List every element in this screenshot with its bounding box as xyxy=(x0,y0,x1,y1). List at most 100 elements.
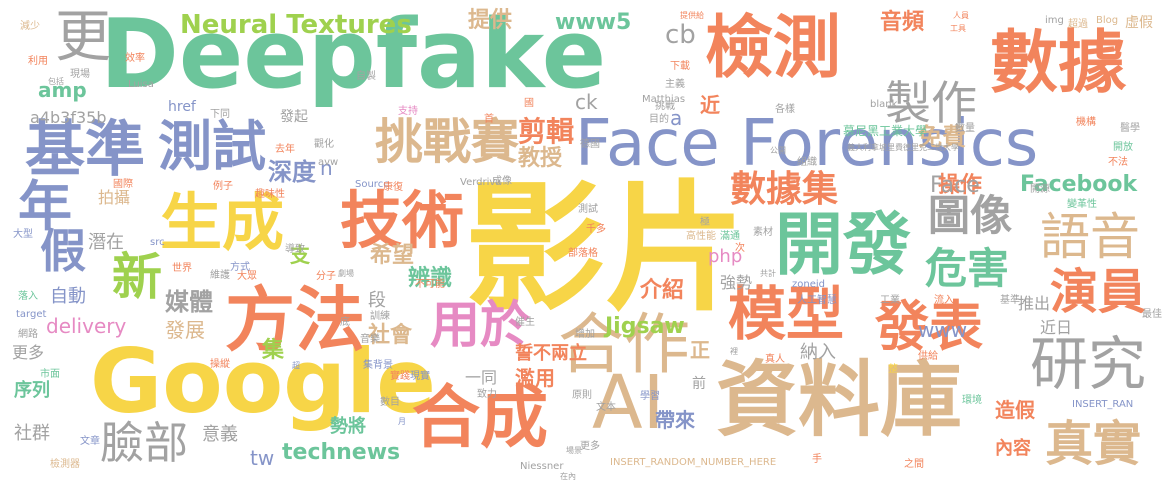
word-cloud-term: 潛在 xyxy=(88,232,124,253)
word-cloud-term: 近日 xyxy=(1040,318,1073,337)
word-cloud-term: 利用 xyxy=(28,56,48,67)
word-cloud-term: 誓不兩立 xyxy=(515,343,587,364)
word-cloud-term: img xyxy=(1045,15,1064,26)
word-cloud-term: 強勢 xyxy=(720,273,753,292)
word-cloud-term: Source xyxy=(355,179,390,190)
word-cloud-term: 社群 xyxy=(14,423,50,444)
word-challenge: 挑戰賽 xyxy=(375,114,520,170)
word-dataset: 數據集 xyxy=(730,169,839,210)
word-cloud-term: 原則 xyxy=(572,390,592,401)
word-cloud-term: 場景 xyxy=(566,446,582,455)
word-cloud-term: 公開 xyxy=(770,146,786,155)
word-cloud-term: 文本 xyxy=(596,402,616,413)
word-cloud-term: 操縱 xyxy=(210,359,230,370)
word-cloud-term: 提供給 xyxy=(680,11,704,20)
word-cloud-term: 首 xyxy=(484,114,494,125)
word-cloud-term: 人工智慧 xyxy=(797,295,837,306)
word-cloud-term: 康復 xyxy=(383,182,403,193)
word-cloud-term: 月 xyxy=(398,417,406,426)
word-synthesis: 合成 xyxy=(412,379,549,458)
word-fake: 假 xyxy=(40,224,86,278)
word-cloud-term: 虛假 xyxy=(1125,15,1153,31)
word-cloud-term: 發起 xyxy=(280,109,308,125)
word-cloud-term: 基準 xyxy=(1000,295,1020,306)
word-cloud-term: 網路 xyxy=(18,329,38,340)
word-cloud-term: 造假 xyxy=(995,398,1035,422)
word-cloud-term: 觀化 xyxy=(314,139,334,150)
word-cloud-term: 內容 xyxy=(995,438,1031,459)
word-introduce: 介紹 xyxy=(640,278,685,303)
word-technews: technews xyxy=(282,440,401,465)
word-cloud-term: 世界 xyxy=(172,263,192,274)
word-cloud-term: 素材 xyxy=(753,227,773,238)
word-cloud-term: 組織 xyxy=(797,157,817,168)
word-cloud-term: 醫學 xyxy=(1120,123,1140,134)
word-cloud-term: 千多 xyxy=(586,224,606,235)
word-google: Google xyxy=(90,330,436,433)
word-cloud-term: n xyxy=(320,156,333,180)
word-neural-textures: Neural Textures xyxy=(180,10,412,40)
word-cloud-term: 現場 xyxy=(70,69,90,80)
word-cloud-term: 趣味性 xyxy=(255,189,285,200)
word-cloud-term: 人員 xyxy=(953,11,969,20)
word-cloud-term: zoneid xyxy=(792,279,825,290)
word-cloud-term: 現實 xyxy=(410,371,430,382)
word-hope: 希望 xyxy=(370,243,415,268)
word-cloud-term: 部落格 xyxy=(568,248,598,259)
word-cloud-term: 成像 xyxy=(492,176,512,187)
word-cloud-term: 拍攝 xyxy=(98,188,131,207)
word-cloud-term: 支持 xyxy=(398,106,418,117)
word-data: 數據 xyxy=(990,24,1127,103)
word-cloud-term: 集背景 xyxy=(363,360,393,371)
word-cloud-term: 極 xyxy=(700,217,710,228)
word-cloud-term: src xyxy=(150,237,165,248)
word-cloud-term: 目的 xyxy=(649,114,669,125)
word-cloud-term: 段 xyxy=(368,290,386,311)
word-cloud-term: 底 xyxy=(340,317,350,328)
word-cloud-term: 整 xyxy=(888,364,898,375)
word-cloud-term: 在內 xyxy=(560,472,576,481)
word-cloud-term: 方式 xyxy=(230,262,250,273)
word-used-for: 用於 xyxy=(430,296,530,354)
word-cloud-term: Niessner xyxy=(520,461,564,472)
word-cloud-term: 更多 xyxy=(12,343,45,362)
word-real: 真實 xyxy=(1045,416,1142,472)
word-cloud-term: 去年 xyxy=(275,144,295,155)
word-cloud-term: 工業 xyxy=(880,295,900,306)
word-cloud-term: 數量 xyxy=(955,123,975,134)
word-cloud-term: 學習 xyxy=(640,391,660,402)
word-cloud-term: 正 xyxy=(690,338,710,362)
word-cloud-term: 超 xyxy=(292,361,300,370)
word-operate: 操作 xyxy=(938,173,983,198)
word-cloud-term: 開放 xyxy=(1113,142,1133,153)
word-actor: 演員 xyxy=(1050,264,1147,320)
word-face: 臉部 xyxy=(100,418,188,469)
word-cloud-term: 機構 xyxy=(1076,117,1096,128)
word-cloud-term: 環境 xyxy=(962,395,982,406)
word-cloud-term: 納入 xyxy=(800,342,836,363)
word-cloud-term: 最佳 xyxy=(1142,309,1162,320)
word-cloud-term: 流入 xyxy=(934,295,954,306)
word-edit: 剪輯 xyxy=(518,115,575,148)
word-cloud-term: target xyxy=(16,309,47,320)
word-cloud-term: 不法 xyxy=(1108,157,1128,168)
word-research: 研究 xyxy=(1030,330,1147,398)
word-cloud-term: ck xyxy=(575,90,598,114)
word-cloud-term: 效率 xyxy=(125,53,145,64)
word-cloud-term: Blog xyxy=(1096,15,1119,26)
word-cloud-term: 意義 xyxy=(202,424,238,445)
word-produce: 製作 xyxy=(885,76,977,130)
word-cloud-term: 國 xyxy=(524,98,534,109)
word-cloud-term: 自動 xyxy=(50,286,86,307)
word-cooperate: 合作 xyxy=(558,306,690,383)
word-cloud-term: 支 xyxy=(290,243,310,267)
word-cloud-term: 測試 xyxy=(578,204,598,215)
word-cloud-term: 裡 xyxy=(730,347,738,356)
word-year: 年 xyxy=(18,175,72,238)
word-cloud-term: 刻 xyxy=(770,417,780,428)
word-cloud-term: 前 xyxy=(692,376,706,392)
word-cloud-term: 大眾 xyxy=(237,271,257,282)
word-voice: 語音 xyxy=(1040,208,1140,266)
word-cloud-term: 包括 xyxy=(48,77,64,86)
